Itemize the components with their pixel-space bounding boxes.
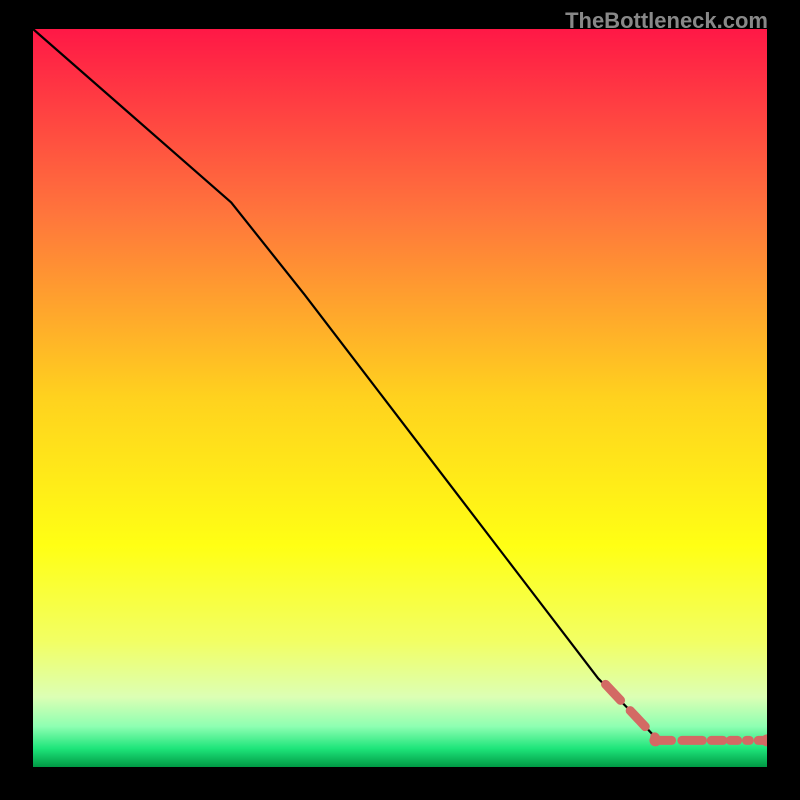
- gradient-background: [33, 29, 767, 767]
- plot-svg: [33, 29, 767, 767]
- plot-frame: [33, 29, 767, 767]
- watermark-text: TheBottleneck.com: [565, 8, 768, 34]
